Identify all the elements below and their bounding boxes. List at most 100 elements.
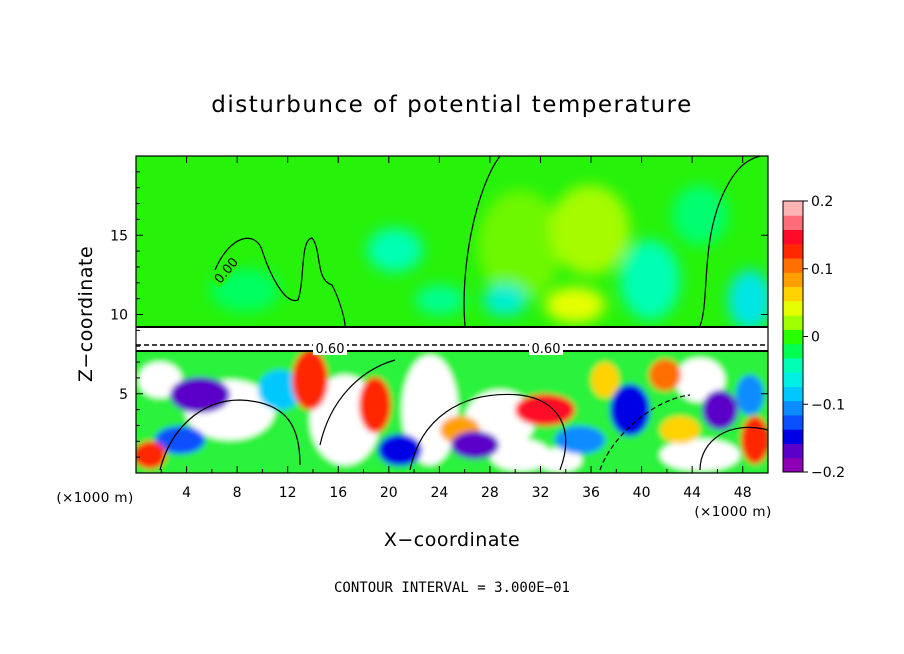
- contour-label: 0.60: [532, 342, 561, 357]
- contour-lower: [409, 393, 567, 471]
- patch: [292, 350, 328, 410]
- contour-label-bg: [529, 341, 563, 355]
- contour-lines: [136, 156, 768, 471]
- patch: [478, 190, 562, 300]
- chart-title: disturbunce of potential temperature: [211, 92, 693, 118]
- patch: [660, 416, 700, 444]
- patch: [545, 287, 605, 323]
- colorbar-tick-label: 0: [811, 330, 820, 346]
- colorbar-swatch: [783, 300, 803, 316]
- colorbar-swatch: [783, 400, 803, 416]
- contour-lower: [699, 426, 768, 471]
- x-tick-label: 24: [430, 485, 448, 501]
- x-tick-label: 12: [279, 485, 297, 501]
- x-axis-unit: (×1000 m): [694, 504, 771, 520]
- patch: [359, 377, 391, 433]
- patch: [620, 240, 680, 320]
- patch: [155, 426, 205, 454]
- x-tick-label: 16: [329, 485, 347, 501]
- y-tick-label: 15: [110, 228, 128, 244]
- x-tick-label: 4: [182, 485, 191, 501]
- colorbar-tick-label: 0.1: [811, 262, 833, 278]
- patch: [170, 377, 230, 413]
- colorbar-swatch: [783, 286, 803, 302]
- patch: [483, 284, 527, 316]
- patch: [736, 375, 764, 415]
- colorbar-swatch: [783, 329, 803, 345]
- contour-zero-right: [699, 156, 761, 327]
- patch: [210, 268, 280, 312]
- contour-lower: [159, 399, 301, 471]
- colorbar-tick-label: −0.1: [811, 397, 845, 413]
- colorbar-swatch: [783, 215, 803, 231]
- patch: [610, 384, 650, 436]
- colorbar-swatch: [783, 429, 803, 444]
- x-tick-label: 32: [532, 485, 550, 501]
- x-tick-label: 40: [633, 485, 651, 501]
- x-axis-label: X−coordinate: [384, 529, 520, 551]
- x-tick-label: 28: [481, 485, 499, 501]
- patch: [367, 228, 423, 272]
- contour-label-bg: [209, 252, 242, 288]
- y-axis-unit: (×1000 m): [56, 490, 133, 506]
- colorbar-swatch: [783, 201, 803, 216]
- patch: [378, 434, 422, 466]
- contour-zero-left: [214, 237, 346, 327]
- colorbar-tick-label: −0.2: [811, 465, 845, 481]
- contour-labels: 0.000.60 0.60: [209, 252, 563, 357]
- upper-layer-patches: [210, 185, 768, 330]
- x-tick-label: 48: [734, 485, 752, 501]
- patch: [136, 441, 166, 469]
- contour-interval-note: CONTOUR INTERVAL = 3.000E−01: [334, 580, 570, 596]
- contour-zero-mid: [463, 156, 501, 327]
- colorbar-swatch: [783, 258, 803, 273]
- y-axis-label: Z−coordinate: [75, 246, 97, 382]
- colorbar-swatch: [783, 457, 803, 473]
- patch: [550, 185, 630, 275]
- patch: [451, 431, 499, 459]
- colorbar-swatch: [783, 229, 803, 245]
- lower-layer-patches: [136, 350, 768, 473]
- patch: [649, 359, 681, 391]
- colorbar-tick-label: 0.2: [811, 194, 833, 210]
- y-axis-ticks: 5 10 15: [110, 171, 768, 458]
- colorbar-swatch: [783, 272, 803, 288]
- patch: [258, 370, 302, 410]
- colorbar-swatch: [783, 243, 803, 259]
- patch: [591, 362, 619, 398]
- contour-lower-dashed: [599, 394, 691, 471]
- contour-lower: [319, 359, 396, 446]
- inversion-band: [136, 328, 768, 352]
- x-tick-label: 8: [233, 485, 242, 501]
- colorbar-swatch: [783, 357, 803, 373]
- colorbar-swatch: [783, 386, 803, 402]
- x-tick-label: 36: [582, 485, 600, 501]
- y-tick-label: 10: [110, 308, 128, 324]
- patch: [675, 358, 725, 402]
- x-tick-label: 44: [683, 485, 701, 501]
- patch: [672, 185, 728, 245]
- contour-label: 0.60: [316, 342, 345, 357]
- patch: [741, 416, 768, 464]
- colorbar: 0.2 0.1 0 −0.1 −0.2: [782, 194, 845, 481]
- colorbar-swatch: [783, 372, 803, 387]
- patch: [660, 439, 740, 471]
- contour-label-bg: [313, 341, 347, 355]
- patch: [728, 270, 768, 330]
- colorbar-swatch: [783, 343, 803, 359]
- patch: [415, 285, 465, 315]
- patch: [490, 439, 550, 471]
- patch: [515, 394, 575, 426]
- patch: [138, 362, 182, 398]
- colorbar-swatch: [783, 414, 803, 430]
- x-tick-label: 20: [380, 485, 398, 501]
- colorbar-swatch: [783, 315, 803, 330]
- patch: [702, 390, 738, 430]
- patch: [555, 426, 605, 454]
- x-axis-ticks: 4 8 12 16 20 24 28 32 36 40 44 48: [160, 156, 752, 501]
- y-tick-label: 5: [119, 387, 128, 403]
- colorbar-swatch: [783, 443, 803, 459]
- heatmap-field: [136, 156, 768, 473]
- patch: [538, 448, 582, 472]
